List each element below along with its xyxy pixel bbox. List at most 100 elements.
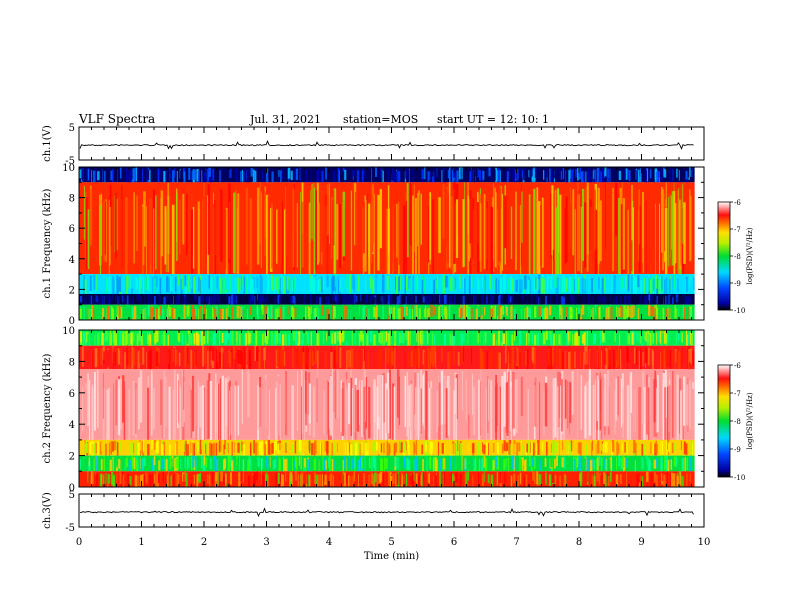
band-stripe (641, 476, 644, 487)
band-stripe (445, 275, 448, 288)
band-stripe (227, 456, 231, 468)
band-stripe (321, 330, 324, 343)
band-stripe (595, 169, 597, 183)
band-stripe (454, 457, 456, 472)
band-stripe (548, 305, 552, 316)
band-stripe (432, 199, 434, 275)
band-stripe (149, 295, 151, 303)
band-stripe (621, 277, 625, 289)
band-stripe (626, 308, 629, 318)
band-stripe (115, 457, 116, 472)
band-stripe (303, 296, 307, 304)
band-stripe (664, 308, 668, 320)
band-stripe (673, 456, 676, 467)
band-stripe (526, 333, 528, 346)
band-stripe (115, 193, 117, 259)
band-stripe (398, 171, 401, 181)
band-stripe (245, 472, 247, 487)
band-stripe (362, 473, 366, 486)
band-stripe (140, 167, 143, 181)
band-stripe (683, 349, 686, 370)
band-stripe (248, 333, 251, 344)
band-stripe (323, 473, 325, 484)
band-stripe (662, 186, 665, 252)
band-stripe (101, 473, 103, 485)
band-stripe (227, 331, 229, 340)
x-tick-label: 9 (638, 537, 644, 548)
band-stripe (479, 348, 483, 370)
band-stripe (573, 171, 576, 183)
band-stripe (561, 457, 564, 468)
band-stripe (485, 442, 488, 455)
band-stripe (638, 205, 641, 273)
band-stripe (311, 443, 314, 456)
band-stripe (436, 308, 439, 318)
band-stripe (448, 182, 451, 268)
band-stripe (331, 442, 333, 456)
band-stripe (392, 473, 395, 485)
band-stripe (266, 459, 270, 469)
band-stripe (568, 170, 571, 183)
band-stripe (594, 346, 597, 367)
band-stripe (346, 297, 349, 305)
band-stripe (293, 350, 295, 366)
band-stripe (655, 474, 658, 487)
band-stripe (292, 308, 295, 320)
band-stripe (649, 169, 652, 179)
band-stripe (638, 167, 641, 177)
band-stripe (610, 456, 612, 472)
band-stripe (267, 274, 270, 294)
band-stripe (394, 442, 398, 453)
band-stripe (545, 472, 547, 486)
band-stripe (136, 443, 137, 456)
band-stripe (163, 296, 166, 305)
band-stripe (108, 276, 111, 294)
band-stripe (294, 471, 298, 481)
band-stripe (291, 279, 294, 292)
band-stripe (402, 371, 405, 413)
band-stripe (428, 382, 429, 439)
band-stripe (592, 440, 593, 451)
band-stripe (242, 460, 244, 472)
band-stripe (199, 439, 202, 455)
band-stripe (621, 456, 625, 468)
band-stripe (274, 296, 277, 303)
band-stripe (425, 471, 428, 485)
band-stripe (123, 471, 127, 482)
band-stripe (273, 276, 276, 294)
band-stripe (427, 348, 430, 369)
band-stripe (331, 295, 334, 302)
band-stripe (509, 296, 512, 303)
band-stripe (163, 170, 165, 181)
band-stripe (499, 208, 502, 275)
band-stripe (644, 459, 647, 471)
band-stripe (563, 297, 565, 305)
band-stripe (196, 474, 199, 487)
band-stripe (425, 295, 427, 305)
band-stripe (169, 276, 170, 291)
band-stripe (164, 308, 166, 320)
band-stripe (650, 442, 652, 455)
band-stripe (129, 275, 131, 289)
band-stripe (499, 386, 501, 440)
band-stripe (647, 457, 650, 471)
band-stripe (489, 274, 491, 290)
band-stripe (287, 334, 290, 345)
band-stripe (220, 167, 222, 183)
band-stripe (368, 203, 371, 275)
band-stripe (346, 274, 349, 290)
band-stripe (611, 474, 614, 487)
band-stripe (471, 277, 472, 294)
band-stripe (609, 375, 611, 430)
band-stripe (520, 456, 522, 470)
band-stripe (212, 308, 214, 320)
band-stripe (316, 378, 318, 423)
band-stripe (432, 171, 435, 183)
band-stripe (112, 456, 114, 471)
band-stripe (469, 472, 472, 484)
band-stripe (648, 275, 650, 292)
band-stripe (431, 167, 434, 177)
band-stripe (673, 191, 676, 275)
band-stripe (143, 191, 146, 247)
band-stripe (465, 332, 468, 342)
